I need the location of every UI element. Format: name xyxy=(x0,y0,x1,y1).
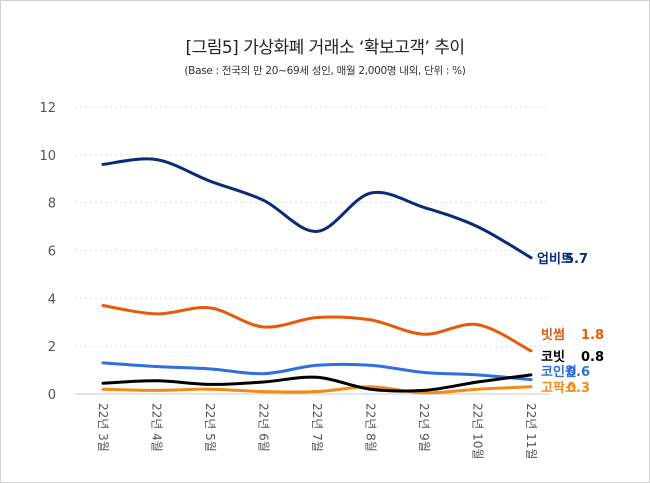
y-tick-label: 12 xyxy=(39,101,56,116)
series-line-2 xyxy=(101,373,533,393)
series-value-label: 0.3 xyxy=(567,381,590,396)
series-value-label: 0.6 xyxy=(567,365,590,380)
series-value-label: 1.8 xyxy=(581,328,604,343)
y-tick-label: 10 xyxy=(39,149,56,164)
series-name-label: 업비트 xyxy=(537,252,573,267)
y-tick-label: 0 xyxy=(48,388,56,403)
y-tick-label: 4 xyxy=(48,292,56,307)
x-tick-label: 22년 10월 xyxy=(471,403,485,459)
x-tick-label: 22년 6월 xyxy=(257,403,271,452)
x-tick-label: 22년 3월 xyxy=(96,403,110,452)
y-tick-label: 8 xyxy=(48,197,56,212)
x-tick-label: 22년 5월 xyxy=(203,403,217,452)
series-line-4 xyxy=(101,385,533,395)
series-name-label: 코빗 xyxy=(541,349,565,365)
y-tick-label: 6 xyxy=(48,245,56,260)
series-name-label: 고팍스 xyxy=(541,380,577,396)
series-name-label: 빗썸 xyxy=(541,327,565,343)
series-value-label: 0.8 xyxy=(581,350,604,365)
series-line-1 xyxy=(101,304,533,353)
chart-title: [그림5] 가상화폐 거래소 ‘확보고객’ 추이 xyxy=(185,38,465,58)
x-tick-label: 22년 11월 xyxy=(524,403,538,459)
x-tick-label: 22년 7월 xyxy=(310,403,324,452)
x-tick-label: 22년 4월 xyxy=(150,403,164,452)
series-line-0 xyxy=(101,157,533,260)
series-name-label: 코인원 xyxy=(541,364,577,380)
chart-subtitle: (Base : 전국의 만 20~69세 성인, 매월 2,000명 내외, 단… xyxy=(184,65,466,77)
x-tick-label: 22년 8월 xyxy=(364,403,378,452)
series-line-3 xyxy=(101,361,533,382)
y-tick-label: 2 xyxy=(48,340,56,355)
series-value-label: 5.7 xyxy=(565,252,588,267)
x-tick-label: 22년 9월 xyxy=(417,403,431,452)
